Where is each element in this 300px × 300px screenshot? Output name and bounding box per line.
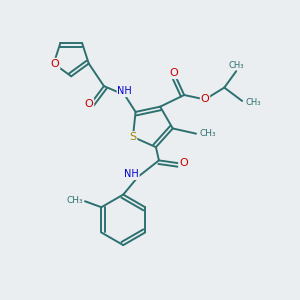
Text: NH: NH [124, 169, 139, 179]
Text: CH₃: CH₃ [245, 98, 261, 107]
Text: NH: NH [117, 86, 132, 96]
Text: O: O [85, 99, 93, 109]
Text: CH₃: CH₃ [228, 61, 244, 70]
Text: S: S [129, 132, 137, 142]
Text: O: O [51, 58, 60, 69]
Text: O: O [179, 158, 188, 168]
Text: CH₃: CH₃ [66, 196, 82, 205]
Text: CH₃: CH₃ [200, 129, 216, 138]
Text: O: O [169, 68, 178, 78]
Text: O: O [201, 94, 209, 104]
